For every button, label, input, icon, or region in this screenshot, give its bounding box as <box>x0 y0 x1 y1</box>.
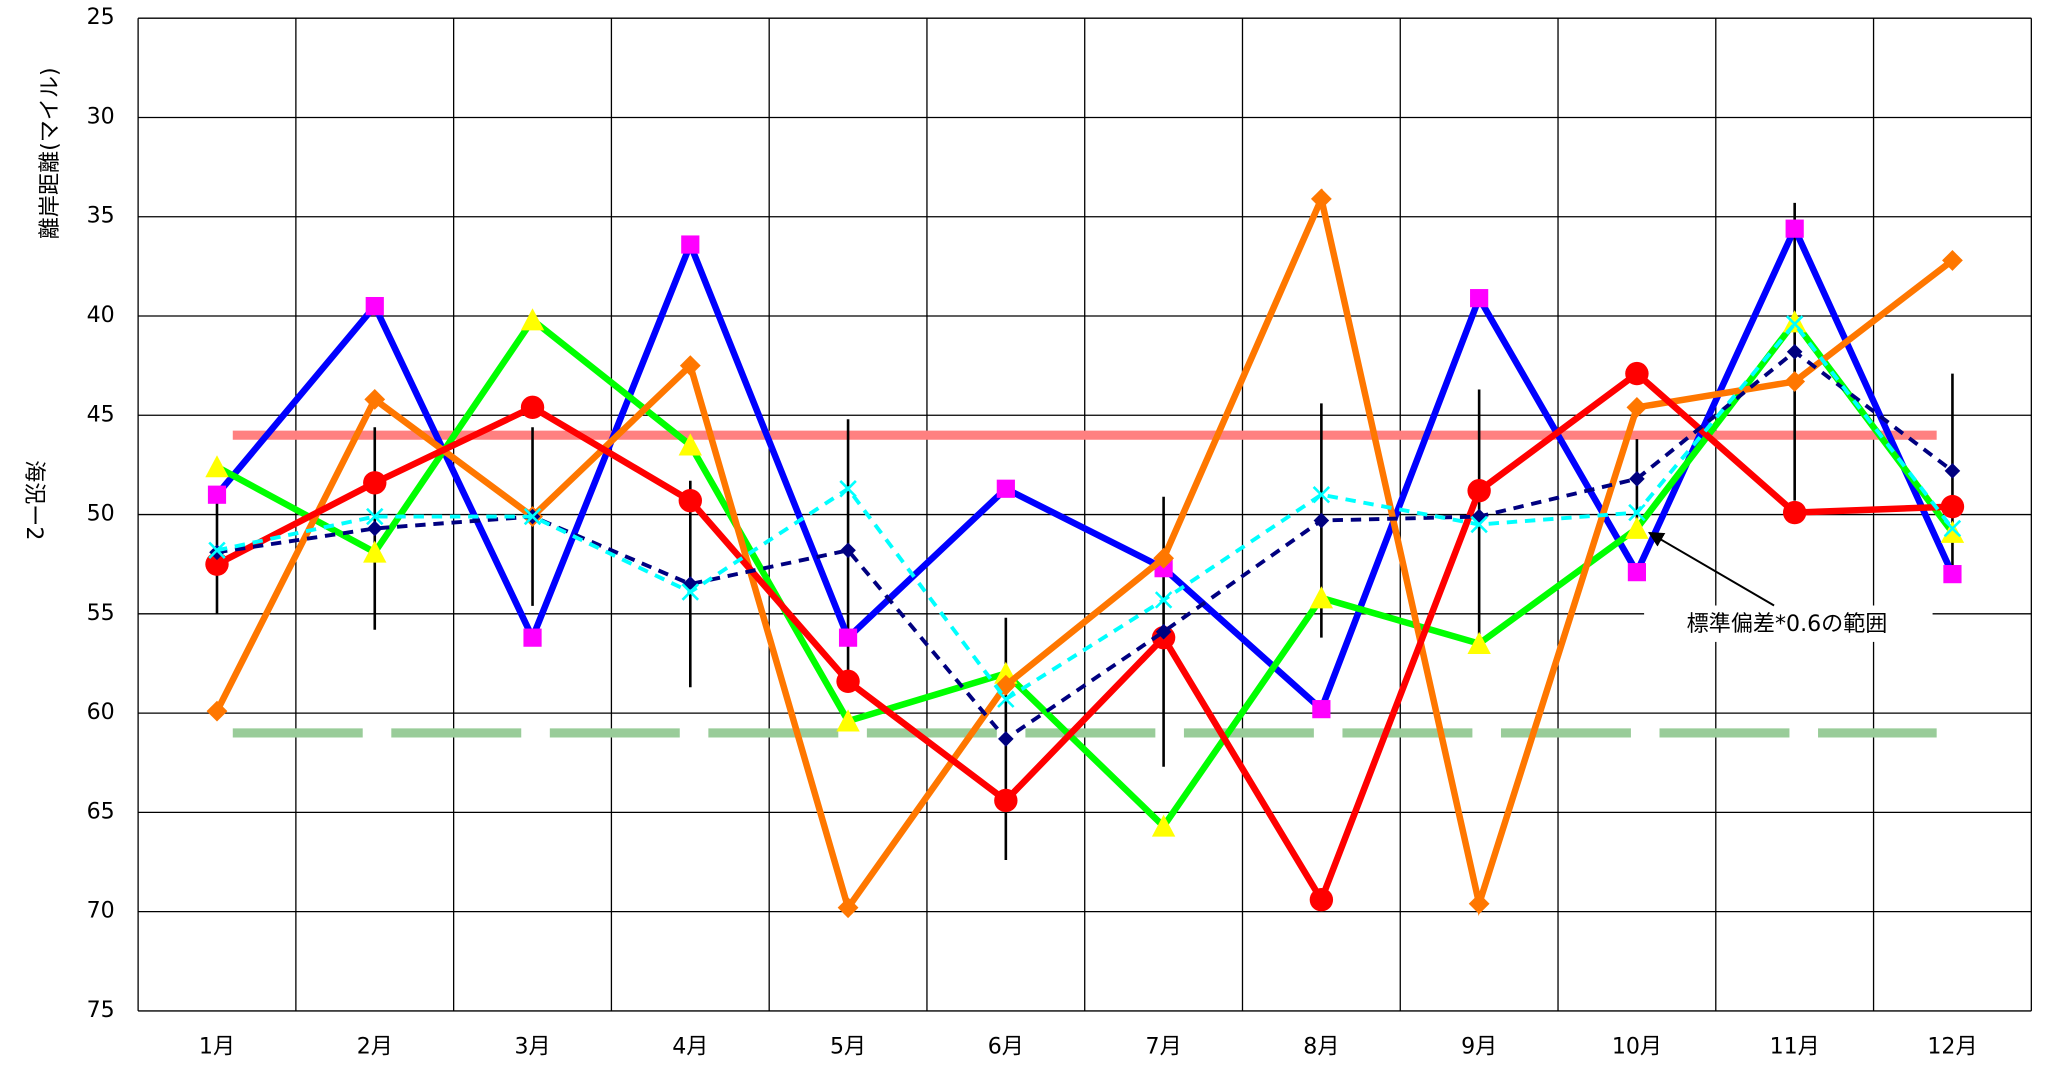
y-tick-label: 25 <box>87 5 115 30</box>
marker <box>836 669 860 694</box>
marker <box>365 296 384 316</box>
y-tick-label: 65 <box>87 799 115 824</box>
marker <box>1625 361 1649 386</box>
marker <box>1626 396 1648 418</box>
marker <box>681 583 700 601</box>
marker <box>1310 188 1332 210</box>
marker <box>1467 479 1491 503</box>
x-tick-label: 3月 <box>514 1034 550 1059</box>
x-tick-label: 8月 <box>1303 1034 1339 1059</box>
marker <box>838 628 858 647</box>
marker <box>1309 888 1334 912</box>
x-tick-label: 7月 <box>1146 1034 1182 1059</box>
marker <box>1309 586 1334 609</box>
marker <box>996 479 1015 498</box>
marker <box>1943 519 1962 538</box>
marker <box>681 235 700 254</box>
y-tick-label: 40 <box>87 303 115 328</box>
marker <box>1154 591 1173 609</box>
marker <box>366 520 383 537</box>
marker <box>1470 515 1488 534</box>
marker <box>205 455 229 478</box>
marker <box>837 897 859 919</box>
x-tick-label: 10月 <box>1612 1034 1662 1059</box>
marker <box>994 788 1018 813</box>
marker <box>1153 547 1175 569</box>
x-tick-label: 6月 <box>988 1034 1024 1059</box>
marker <box>206 700 228 722</box>
y-tick-label: 55 <box>87 601 115 626</box>
marker <box>1155 623 1172 640</box>
marker <box>363 540 387 563</box>
marker <box>205 552 229 576</box>
annotation: 標準偏差*0.6の範囲 <box>1687 612 1888 637</box>
marker <box>1467 631 1491 655</box>
x-tick-label: 11月 <box>1770 1034 1820 1059</box>
marker <box>523 507 542 526</box>
marker <box>1313 512 1330 529</box>
marker <box>520 308 545 331</box>
marker <box>1944 463 1961 479</box>
marker <box>1151 814 1176 837</box>
x-tick-label: 4月 <box>672 1034 708 1059</box>
marker <box>997 690 1015 708</box>
series-line <box>216 349 1954 742</box>
marker <box>1942 250 1963 271</box>
marker <box>207 485 227 504</box>
y-tick-label: 60 <box>87 700 115 725</box>
x-tick-label: 5月 <box>830 1034 866 1059</box>
marker <box>1468 893 1490 915</box>
annotation-bg <box>1644 605 1933 642</box>
y-tick-label: 45 <box>87 402 115 427</box>
series-line <box>216 320 1954 702</box>
marker <box>1628 503 1646 522</box>
y-tick-label: 70 <box>87 899 115 924</box>
marker <box>1786 343 1803 360</box>
marker <box>836 709 860 732</box>
marker <box>520 395 545 420</box>
marker <box>1625 516 1649 539</box>
y-tick-label: 75 <box>87 998 115 1023</box>
marker <box>1782 500 1807 525</box>
y-tick-label: 50 <box>87 502 115 527</box>
marker <box>363 471 387 495</box>
marker <box>366 507 384 526</box>
marker <box>678 433 702 456</box>
marker <box>678 488 702 513</box>
y-tick-label: 35 <box>87 204 115 229</box>
marker <box>839 480 857 498</box>
series-line <box>215 369 1953 908</box>
marker <box>208 541 226 560</box>
marker <box>523 628 542 647</box>
series-line <box>215 315 1956 832</box>
x-tick-label: 9月 <box>1461 1034 1497 1059</box>
marker <box>1312 485 1331 504</box>
x-tick-label: 1月 <box>199 1034 235 1059</box>
marker <box>1470 289 1489 308</box>
y-axis-label-2: 海況ー2 <box>21 460 46 540</box>
marker <box>1785 219 1804 238</box>
x-tick-label: 12月 <box>1927 1034 1977 1059</box>
marker <box>679 355 701 377</box>
marker <box>364 389 386 410</box>
marker <box>1940 520 1965 543</box>
marker <box>1312 700 1331 719</box>
x-tick-label: 2月 <box>357 1034 393 1059</box>
marker <box>1782 310 1807 333</box>
marker <box>1629 471 1645 487</box>
marker <box>1940 494 1965 519</box>
y-axis-label: 離岸距離(マイル) <box>38 67 63 239</box>
marker <box>1943 565 1962 584</box>
annotation-arrow <box>1647 531 1775 607</box>
marker <box>1627 563 1647 582</box>
marker <box>998 731 1014 747</box>
series-line <box>214 220 1956 715</box>
y-tick-label: 30 <box>87 104 115 129</box>
marker <box>1785 315 1804 333</box>
marker <box>840 542 856 559</box>
series-line <box>214 188 1955 917</box>
